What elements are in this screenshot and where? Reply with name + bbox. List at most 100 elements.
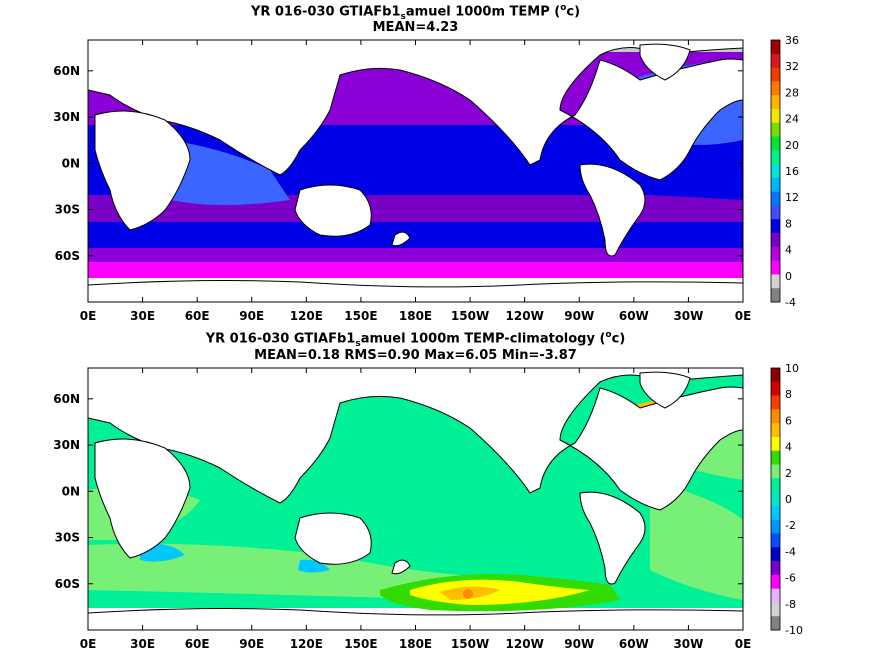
colorbar-swatch bbox=[771, 108, 780, 124]
colorbar-label: 0 bbox=[785, 270, 792, 283]
colorbar-swatch bbox=[771, 588, 780, 603]
colorbar-swatch bbox=[771, 67, 780, 82]
colorbar-label: 16 bbox=[785, 165, 799, 178]
colorbar-label: -2 bbox=[785, 519, 796, 532]
colorbar-swatch bbox=[771, 602, 780, 617]
lon-label: 60E bbox=[185, 309, 210, 323]
colorbar-label: 20 bbox=[785, 139, 799, 152]
lon-label: 30W bbox=[673, 637, 703, 651]
colorbar-label: 12 bbox=[785, 191, 799, 204]
top-lon-labels: 0E 30E 60E 90E 120E 150E 180E 150W 120W 90W 60W 30W… bbox=[80, 40, 752, 323]
colorbar-label: -10 bbox=[785, 624, 803, 637]
lat-label: 30N bbox=[53, 438, 80, 452]
lon-label: 120E bbox=[290, 309, 323, 323]
lat-label: 60S bbox=[55, 577, 80, 591]
lon-label: 30E bbox=[130, 309, 155, 323]
colorbar-swatch bbox=[771, 519, 780, 534]
colorbar-label: 10 bbox=[785, 362, 799, 375]
lon-label: 150E bbox=[344, 637, 377, 651]
lat-label: 30S bbox=[55, 531, 80, 545]
bottom-lat-labels: 60N 30N 0N 30S 60S bbox=[53, 392, 743, 591]
bottom-lon-labels: 0E 30E 60E 90E 120E 150E 180E 150W 120W 90W 60W 30W… bbox=[80, 368, 752, 651]
colorbar-swatch bbox=[771, 246, 780, 262]
colorbar-label: 0 bbox=[785, 493, 792, 506]
colorbar-swatch bbox=[771, 478, 780, 493]
colorbar-swatch bbox=[771, 547, 780, 562]
lon-label: 150E bbox=[344, 309, 377, 323]
colorbar-label: 6 bbox=[785, 414, 792, 427]
lon-label: 120W bbox=[506, 637, 544, 651]
lat-label: 0N bbox=[62, 484, 80, 498]
lon-label: 60W bbox=[619, 309, 649, 323]
colorbar-swatch bbox=[771, 260, 780, 275]
lon-label: 120E bbox=[290, 637, 323, 651]
colorbar-label: -4 bbox=[785, 545, 796, 558]
colorbar-label: -4 bbox=[785, 296, 796, 309]
colorbar-swatch bbox=[771, 288, 780, 303]
colorbar-label: 8 bbox=[785, 217, 792, 230]
colorbar-swatch bbox=[771, 436, 780, 452]
colorbar-swatch bbox=[771, 533, 780, 548]
colorbar-swatch bbox=[771, 409, 780, 424]
colorbar-label: 2 bbox=[785, 467, 792, 480]
lon-label: 0E bbox=[735, 637, 752, 651]
top-panel-title: YR 016-030 GTIAFb1samuel 1000m TEMP (oc) bbox=[250, 3, 581, 22]
colorbar-label: 24 bbox=[785, 113, 799, 126]
lat-label: 30S bbox=[55, 203, 80, 217]
colorbar-swatch bbox=[771, 274, 780, 289]
bottom-panel-title: YR 016-030 GTIAFb1samuel 1000m TEMP-clim… bbox=[205, 330, 626, 349]
colorbar-label: 8 bbox=[785, 388, 792, 401]
colorbar-swatch bbox=[771, 381, 780, 397]
lon-label: 120W bbox=[506, 309, 544, 323]
colorbar-swatch bbox=[771, 616, 780, 631]
lon-label: 90W bbox=[564, 309, 594, 323]
lon-label: 0E bbox=[80, 637, 97, 651]
top-map bbox=[88, 40, 743, 302]
colorbar-swatch bbox=[771, 423, 780, 438]
lon-label: 0E bbox=[735, 309, 752, 323]
lon-label: 90E bbox=[239, 637, 264, 651]
lat-label: 60S bbox=[55, 249, 80, 263]
colorbar-swatch bbox=[771, 205, 780, 220]
lat-label: 30N bbox=[53, 110, 80, 124]
colorbar-swatch bbox=[771, 191, 780, 206]
colorbar-swatch bbox=[771, 395, 780, 410]
colorbar-swatch bbox=[771, 561, 780, 576]
colorbar-label: 32 bbox=[785, 60, 799, 73]
lat-label: 0N bbox=[62, 156, 80, 170]
colorbar-swatch bbox=[771, 464, 780, 479]
lat-label: 60N bbox=[53, 64, 80, 78]
top-colorbar: 36 32 28 24 20 16 12 8 4 0 -4 bbox=[770, 34, 799, 309]
colorbar-swatch bbox=[771, 150, 780, 165]
lon-label: 180E bbox=[399, 309, 432, 323]
colorbar-label: 4 bbox=[785, 441, 792, 454]
bottom-map bbox=[88, 368, 743, 630]
colorbar-swatch bbox=[771, 450, 780, 466]
colorbar-swatch bbox=[771, 505, 780, 521]
lon-label: 180E bbox=[399, 637, 432, 651]
colorbar-swatch bbox=[771, 136, 780, 151]
lon-label: 60E bbox=[185, 637, 210, 651]
colorbar-swatch bbox=[771, 574, 780, 590]
colorbar-swatch bbox=[771, 492, 780, 507]
colorbar-label: 28 bbox=[785, 86, 799, 99]
lon-label: 30E bbox=[130, 637, 155, 651]
top-lat-labels: 60N 30N 0N 30S 60S bbox=[53, 64, 743, 263]
colorbar-swatch bbox=[771, 122, 780, 138]
colorbar-swatch bbox=[771, 219, 780, 234]
colorbar-swatch bbox=[771, 177, 780, 193]
colorbar-swatch bbox=[771, 53, 780, 69]
colorbar-swatch bbox=[771, 368, 780, 383]
bottom-colorbar: 10 8 6 4 2 0 -2 -4 -6 -8 -10 bbox=[770, 362, 803, 637]
lon-label: 0E bbox=[80, 309, 97, 323]
lat-label: 60N bbox=[53, 392, 80, 406]
colorbar-swatch bbox=[771, 233, 780, 248]
bottom-panel-stats: MEAN=0.18 RMS=0.90 Max=6.05 Min=-3.87 bbox=[254, 348, 577, 363]
colorbar-label: 4 bbox=[785, 244, 792, 257]
colorbar-swatch bbox=[771, 164, 780, 179]
colorbar-swatch bbox=[771, 40, 780, 55]
lon-label: 90E bbox=[239, 309, 264, 323]
colorbar-label: -8 bbox=[785, 598, 796, 611]
lon-label: 150W bbox=[451, 309, 489, 323]
colorbar-label: 36 bbox=[785, 34, 799, 47]
